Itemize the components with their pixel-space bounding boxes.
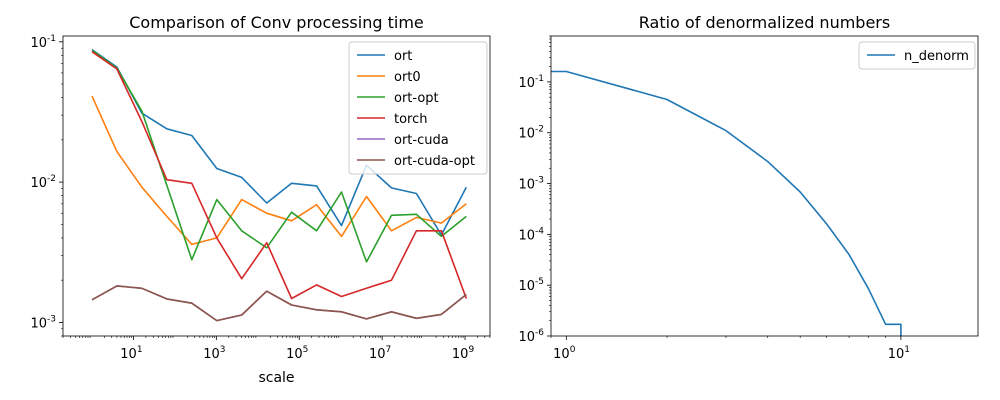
series-line-torch xyxy=(91,51,468,300)
y-tick-label: 10-1 xyxy=(30,34,56,51)
y-tick-label: 10-4 xyxy=(518,226,544,243)
y-tick-label: 10-3 xyxy=(518,176,544,193)
plot-frame xyxy=(550,35,979,337)
legend-label: torch xyxy=(394,112,428,127)
y-tick-label: 10-1 xyxy=(518,74,544,91)
chart-2: 100 101 10-6 10-5 10-4 10-3 10-2 10-1 Ratio of d… xyxy=(518,13,979,362)
legend: n_denorm xyxy=(858,41,976,70)
legend-box xyxy=(348,41,488,175)
x-tick-label: 109 xyxy=(452,345,475,362)
legend-label: ort0 xyxy=(394,70,421,85)
chart-1: 101 103 105 107 109 10-3 10-2 10-1 Comparison of… xyxy=(30,13,491,386)
x-tick-label: 105 xyxy=(286,345,308,362)
x-tick-label: 107 xyxy=(369,345,391,362)
legend-label: ort-cuda xyxy=(394,133,449,148)
chart-title: Comparison of Conv processing time xyxy=(129,13,424,32)
legend-label: n_denorm xyxy=(904,49,969,64)
x-tick-label: 101 xyxy=(120,345,142,362)
x-tick-label: 100 xyxy=(553,345,576,362)
y-tick-label: 10-2 xyxy=(30,174,56,191)
y-tick-label: 10-5 xyxy=(518,277,544,294)
y-tick-label: 10-6 xyxy=(518,328,544,345)
legend-label: ort-cuda-opt xyxy=(394,154,475,169)
series-line-ort-opt xyxy=(91,49,467,263)
x-tick-label: 103 xyxy=(203,345,225,362)
chart-title: Ratio of denormalized numbers xyxy=(639,13,890,32)
legend-label: ort-opt xyxy=(394,91,439,106)
x-tick-label: 101 xyxy=(888,345,910,362)
legend-label: ort xyxy=(394,49,412,64)
series-line-ort0 xyxy=(91,95,467,246)
legend: ort ort0 ort-opt torch ort-cuda ort-cuda-opt xyxy=(348,41,488,175)
x-axis-label: scale xyxy=(258,370,294,386)
y-tick-label: 10-2 xyxy=(518,125,544,142)
series-line-ort-cuda-opt xyxy=(91,285,467,322)
plot-frame xyxy=(62,35,491,337)
series-line-ort xyxy=(91,48,468,236)
series-line-n_denorm xyxy=(551,70,902,336)
legend-box xyxy=(858,41,976,70)
y-tick-label: 10-3 xyxy=(30,314,56,331)
